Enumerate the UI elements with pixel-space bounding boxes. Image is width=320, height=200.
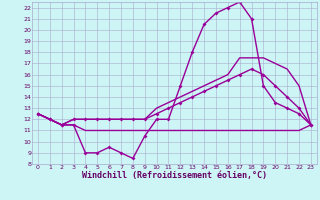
X-axis label: Windchill (Refroidissement éolien,°C): Windchill (Refroidissement éolien,°C) xyxy=(82,171,267,180)
